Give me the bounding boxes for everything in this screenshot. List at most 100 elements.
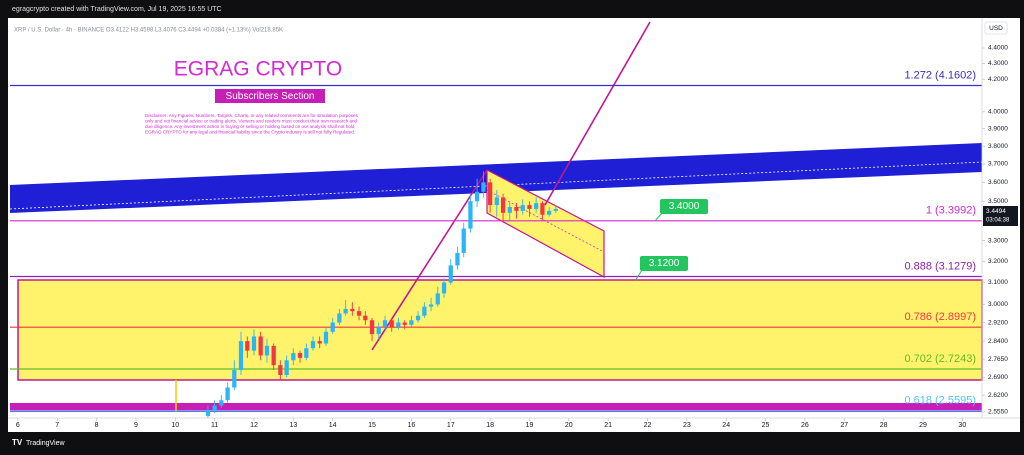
fib-label: 1 (3.3992) xyxy=(926,205,976,217)
x-tick-label: 10 xyxy=(171,422,179,429)
candle-body xyxy=(520,205,525,211)
y-tick-label: 3.1000 xyxy=(988,279,1008,286)
axes: 4.4000 4.3000 4.2000 4.0000 3.9000 3.8000 3.70… xyxy=(16,45,1008,429)
y-tick-label: 2.7650 xyxy=(988,356,1008,363)
callout-pointer xyxy=(654,212,663,222)
candle-body xyxy=(474,191,480,202)
candle-body xyxy=(422,306,427,316)
candle-body xyxy=(540,203,545,215)
candle-body xyxy=(297,353,303,358)
candle-body xyxy=(527,205,532,209)
x-tick-label: 19 xyxy=(526,422,534,429)
candle-body xyxy=(251,336,257,351)
x-tick-label: 22 xyxy=(644,422,652,429)
candle-body xyxy=(330,322,335,332)
candle-body xyxy=(487,182,493,206)
candle-body xyxy=(278,365,283,375)
brand: TradingView xyxy=(26,440,65,447)
disclaimer-line: due diligence. Any investment action in … xyxy=(145,124,355,129)
y-tick-label: 3.9000 xyxy=(988,125,1008,132)
target-line xyxy=(544,21,651,206)
callout-pointer xyxy=(634,269,643,282)
disclaimer-line: only and not financial advice or trading… xyxy=(145,119,358,124)
candle-body xyxy=(284,360,289,375)
disclaimer-line: EGRAG CRYPTO for any legal and financial… xyxy=(145,130,355,135)
candle-body xyxy=(317,341,322,344)
x-tick-label: 13 xyxy=(289,422,297,429)
y-tick-label: 2.6200 xyxy=(988,392,1008,399)
last-price-box xyxy=(983,206,1018,226)
x-tick-label: 23 xyxy=(683,422,691,429)
y-tick-label: 3.6000 xyxy=(988,179,1008,186)
x-tick-label: 14 xyxy=(329,422,337,429)
x-tick-label: 12 xyxy=(250,422,258,429)
candle-body xyxy=(448,265,453,283)
candle-body xyxy=(219,400,224,406)
y-tick-label: 2.8400 xyxy=(988,338,1008,345)
candle-body xyxy=(409,320,414,325)
candle-body xyxy=(500,197,506,213)
candle-body xyxy=(264,345,270,356)
countdown: 03:04:38 xyxy=(986,218,1010,224)
logo-mark: TV xyxy=(12,438,23,447)
candle-body xyxy=(212,405,217,411)
y-tick-label: 2.5550 xyxy=(988,409,1008,416)
candle-body xyxy=(245,341,250,351)
candle-body xyxy=(304,348,309,358)
x-tick-label: 27 xyxy=(840,422,848,429)
candle-body xyxy=(238,341,244,371)
x-tick-label: 25 xyxy=(762,422,770,429)
y-tick-label: 2.6900 xyxy=(988,374,1008,381)
last-price: 3.4494 xyxy=(986,208,1006,215)
x-tick-label: 18 xyxy=(486,422,494,429)
candle-body xyxy=(350,308,355,312)
x-tick-label: 6 xyxy=(16,422,20,429)
brand-title: EGRAG CRYPTO xyxy=(174,58,342,81)
candle-body xyxy=(376,327,381,335)
y-tick-label: 4.2000 xyxy=(988,76,1008,83)
x-tick-label: 20 xyxy=(565,422,573,429)
disclaimer-line: Disclaimer: Any Figures, Numbers, Target… xyxy=(145,113,359,118)
fib-label: 0.702 (2.7243) xyxy=(904,353,976,365)
x-tick-label: 9 xyxy=(134,422,138,429)
x-tick-label: 26 xyxy=(801,422,809,429)
x-tick-label: 29 xyxy=(919,422,927,429)
x-tick-label: 15 xyxy=(368,422,376,429)
candle-body xyxy=(553,208,558,211)
x-tick-label: 24 xyxy=(722,422,730,429)
credit: egragcrypto created with TradingView.com… xyxy=(12,6,222,13)
fib-label: 0.888 (3.1279) xyxy=(904,260,976,272)
candle-body xyxy=(435,293,440,305)
y-tick-label: 3.8000 xyxy=(988,143,1008,150)
fib-levels: 1.272 (4.1602) 1 (3.3992) 0.888 (3.1279) 0.… xyxy=(10,69,982,412)
x-tick-label: 30 xyxy=(958,422,966,429)
callout: 3.4000 xyxy=(669,201,700,212)
x-tick-label: 28 xyxy=(880,422,888,429)
y-tick-label: 2.9200 xyxy=(988,319,1008,326)
candle-body xyxy=(494,197,499,206)
x-tick-label: 11 xyxy=(211,422,218,429)
candle-body xyxy=(271,345,276,366)
x-tick-label: 7 xyxy=(55,422,59,429)
y-tick-label: 4.0000 xyxy=(988,109,1008,116)
candle-body xyxy=(514,206,519,211)
candle-body xyxy=(546,210,552,215)
symbol-info: XRP / U.S. Dollar · 4h · BINANCE O3.4122… xyxy=(14,28,283,34)
candle-body xyxy=(363,315,368,321)
candle-body xyxy=(369,320,375,335)
candles xyxy=(205,171,558,419)
badge: Subscribers Section xyxy=(226,91,315,102)
y-tick-label: 3.7000 xyxy=(988,161,1008,168)
candle-body xyxy=(441,282,447,294)
candle-body xyxy=(291,353,296,361)
candle-body xyxy=(534,203,539,209)
fib-label: 1.272 (4.1602) xyxy=(904,69,976,81)
candle-body xyxy=(428,304,434,307)
x-tick-label: 16 xyxy=(407,422,415,429)
y-tick-label: 4.4000 xyxy=(988,45,1008,52)
candle-body xyxy=(225,387,230,401)
fib-label: 0.786 (2.8997) xyxy=(904,311,976,323)
y-tick-label: 3.3000 xyxy=(988,237,1008,244)
currency-box xyxy=(984,21,1008,35)
